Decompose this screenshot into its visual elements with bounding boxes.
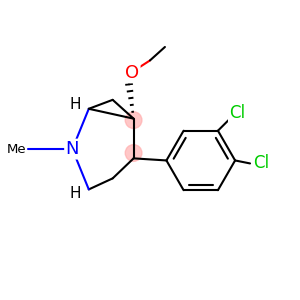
Text: O: O: [125, 64, 139, 82]
Text: H: H: [70, 186, 81, 201]
Text: N: N: [66, 140, 79, 158]
Circle shape: [125, 112, 142, 128]
Text: Me: Me: [7, 142, 26, 156]
Circle shape: [125, 145, 142, 161]
Text: Cl: Cl: [229, 104, 245, 122]
Text: H: H: [70, 97, 81, 112]
Text: Cl: Cl: [253, 154, 269, 172]
